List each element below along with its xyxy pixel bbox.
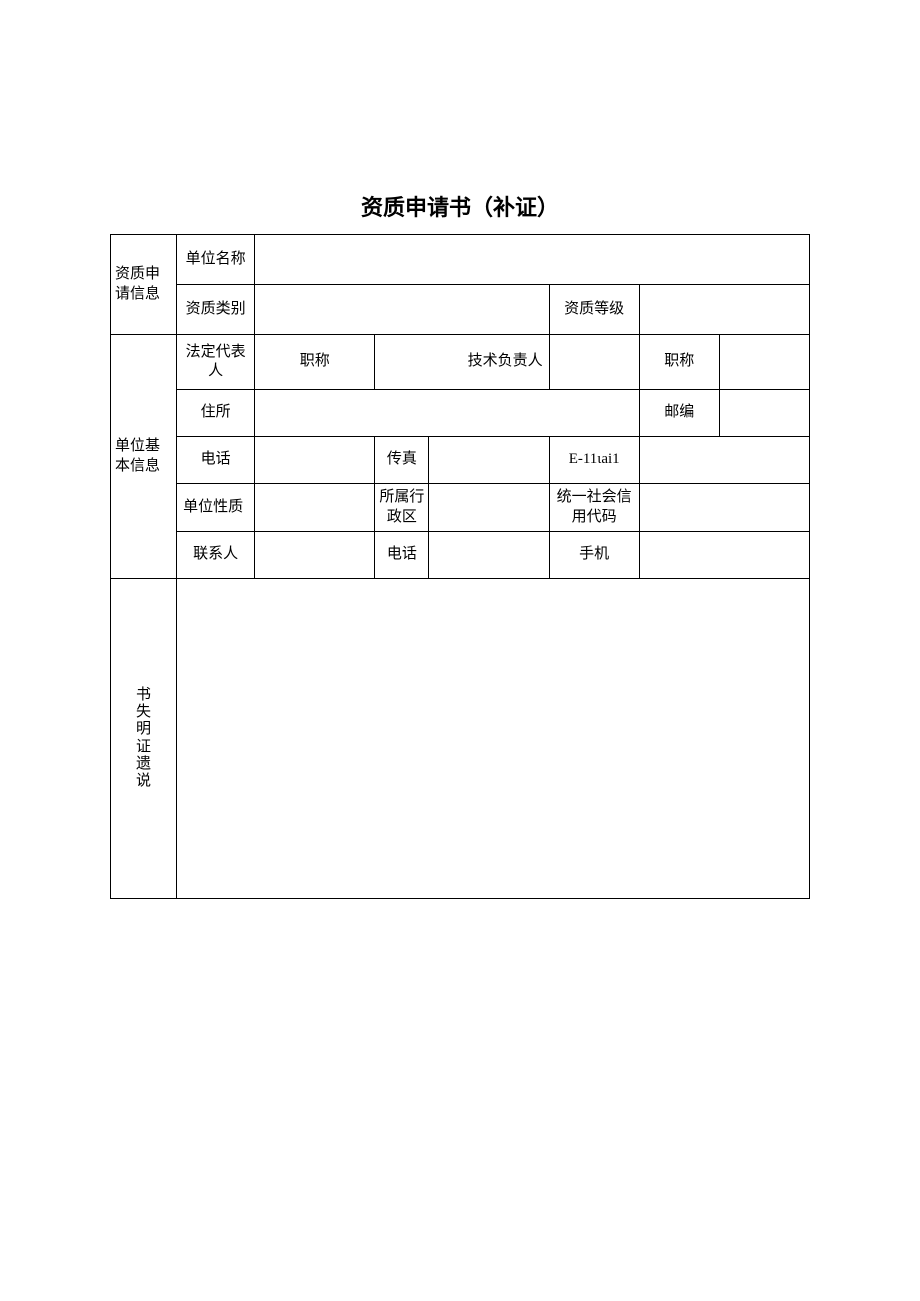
label-contact: 联系人 xyxy=(177,532,255,579)
value-tech-lead xyxy=(549,335,639,390)
label-title1: 职称 xyxy=(255,335,375,390)
value-qual-category xyxy=(255,285,549,335)
label-qual-level: 资质等级 xyxy=(549,285,639,335)
lost-cert-label: 书失明证遗说 xyxy=(135,687,153,791)
form-table: 资质申请信息 单位名称 资质类别 资质等级 单位基本信息 法定代表人 职称 技术… xyxy=(110,234,810,899)
value-postcode xyxy=(719,390,809,437)
value-title2 xyxy=(719,335,809,390)
label-legal-rep: 法定代表人 xyxy=(177,335,255,390)
value-unit-name xyxy=(255,235,810,285)
page-container: 资质申请书（补证） 资质申请信息 单位名称 资质类别 资质等级 单位基本信息 xyxy=(0,0,920,899)
value-address xyxy=(255,390,640,437)
section-app-info: 资质申请信息 xyxy=(111,235,177,335)
label-tech-lead: 技术负责人 xyxy=(375,335,549,390)
value-admin-region xyxy=(429,484,549,532)
label-postcode: 邮编 xyxy=(639,390,719,437)
value-contact-phone xyxy=(429,532,549,579)
label-contact-phone: 电话 xyxy=(375,532,429,579)
section-lost-cert: 书失明证遗说 xyxy=(111,579,177,899)
value-lost-cert xyxy=(177,579,810,899)
label-qual-category: 资质类别 xyxy=(177,285,255,335)
value-contact xyxy=(255,532,375,579)
label-title2: 职称 xyxy=(639,335,719,390)
value-unit-nature xyxy=(255,484,375,532)
document-title: 资质申请书（补证） xyxy=(110,190,810,222)
value-mobile xyxy=(639,532,809,579)
section-basic-info: 单位基本信息 xyxy=(111,335,177,579)
value-email xyxy=(639,437,809,484)
label-unit-name: 单位名称 xyxy=(177,235,255,285)
label-fax: 传真 xyxy=(375,437,429,484)
value-fax xyxy=(429,437,549,484)
label-admin-region: 所属行政区 xyxy=(375,484,429,532)
label-mobile: 手机 xyxy=(549,532,639,579)
value-qual-level xyxy=(639,285,809,335)
label-phone: 电话 xyxy=(177,437,255,484)
label-email: E-11ιai1 xyxy=(549,437,639,484)
value-social-code xyxy=(639,484,809,532)
label-address: 住所 xyxy=(177,390,255,437)
label-unit-nature: 单位性质 xyxy=(177,484,255,532)
label-social-code: 统一社会信用代码 xyxy=(549,484,639,532)
value-phone xyxy=(255,437,375,484)
